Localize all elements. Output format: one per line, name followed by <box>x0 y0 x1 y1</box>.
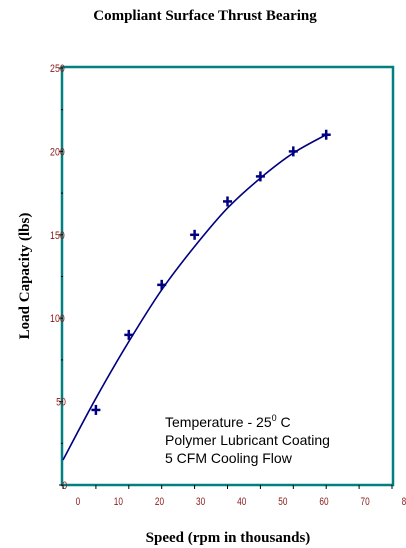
x-tick-label-70: 70 <box>361 496 371 508</box>
y-tick-label-0: 0 <box>62 480 67 492</box>
y-tick-label-50: 50 <box>56 397 66 409</box>
fit-curve <box>62 134 327 461</box>
y-axis-title: Load Capacity (lbs) <box>17 213 33 340</box>
x-tick-label-50: 50 <box>278 496 288 508</box>
annotation-line-2: Polymer Lubricant Coating <box>165 432 330 448</box>
y-axis-ticks: 0 50 100 150 200 250 <box>50 63 68 492</box>
x-axis-title: Speed (rpm in thousands) <box>146 530 311 546</box>
annotation-line-1-suffix: C <box>277 414 291 430</box>
y-tick-label-150: 150 <box>50 230 65 242</box>
x-tick-label-20: 20 <box>155 496 165 508</box>
x-tick-label-30: 30 <box>196 496 206 508</box>
data-point <box>190 229 200 240</box>
data-point <box>321 129 331 140</box>
x-tick-label-80: 80 <box>402 496 406 508</box>
x-tick-label-10: 10 <box>114 496 124 508</box>
y-tick-label-200: 200 <box>50 147 65 159</box>
data-point <box>223 196 232 207</box>
x-axis-ticks: 0102030405060708090100 <box>62 485 406 508</box>
data-point <box>91 404 101 415</box>
x-tick-label-40: 40 <box>237 496 247 508</box>
annotation-line-3: 5 CFM Cooling Flow <box>165 450 293 466</box>
y-tick-label-100: 100 <box>50 313 65 325</box>
data-point <box>157 279 167 290</box>
annotation: Temperature - 250 C Polymer Lubricant Co… <box>165 413 330 466</box>
data-point <box>124 329 134 340</box>
data-points <box>91 129 331 415</box>
x-tick-label-0: 0 <box>76 496 81 508</box>
annotation-line-1-prefix: Temperature - 25 <box>165 414 272 430</box>
data-point <box>288 146 298 157</box>
data-point <box>255 171 265 182</box>
annotation-line-1: Temperature - 250 C <box>165 413 291 430</box>
annotation-degree-superscript: 0 <box>272 413 277 423</box>
chart-title: Compliant Surface Thrust Bearing <box>93 8 317 24</box>
x-tick-label-60: 60 <box>319 496 329 508</box>
y-tick-label-250: 250 <box>50 63 65 75</box>
